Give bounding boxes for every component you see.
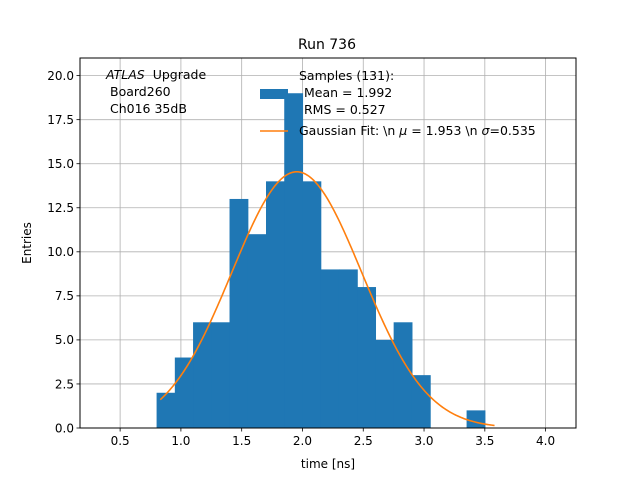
y-tick-label: 0.0: [55, 421, 74, 435]
histogram-bars: [156, 93, 486, 428]
plot-frame: [79, 57, 577, 429]
y-tick-label: 10.0: [47, 245, 74, 259]
legend: Samples (131): Mean = 1.992 RMS = 0.527 …: [260, 68, 536, 138]
x-tick-label: 3.0: [414, 434, 433, 448]
x-tick-label: 3.5: [475, 434, 494, 448]
grid: [80, 58, 576, 429]
histogram-bar: [211, 322, 231, 428]
y-tick-label: 5.0: [55, 333, 74, 347]
histogram-bar: [338, 269, 358, 428]
x-tick-label: 4.0: [536, 434, 555, 448]
legend-samples-line1: Samples (131):: [299, 68, 394, 83]
histogram-bar: [357, 287, 377, 428]
histogram-bar: [247, 234, 267, 428]
upgrade-label: Upgrade: [153, 67, 207, 82]
x-tick-label: 2.5: [354, 434, 373, 448]
gaussian-fit-curve: [159, 170, 495, 427]
atlas-label: ATLAS: [105, 67, 145, 82]
histogram-bar: [411, 375, 431, 428]
atlas-annotation: ATLAS Upgrade Board260 Ch016 35dB: [105, 67, 206, 116]
y-tick-label: 20.0: [47, 69, 74, 83]
histogram-bar: [466, 410, 486, 428]
y-axis-ticks: 0.0 2.5 5.0 7.5 10.0 12.5 15.0 17.5 20.0: [47, 69, 80, 435]
x-tick-label: 1.5: [232, 434, 251, 448]
histogram-bar: [229, 198, 249, 428]
y-tick-label: 2.5: [55, 377, 74, 391]
x-tick-label: 1.0: [171, 434, 190, 448]
annotation-line3: Ch016 35dB: [110, 101, 187, 116]
x-tick-label: 0.5: [111, 434, 130, 448]
histogram-bar: [284, 93, 304, 428]
histogram-bar: [174, 357, 194, 428]
histogram-bar: [393, 322, 413, 428]
y-tick-label: 17.5: [47, 113, 74, 127]
x-tick-label: 2.0: [293, 434, 312, 448]
chart-title: Run 736: [298, 37, 356, 53]
legend-samples-swatch: [260, 89, 288, 99]
x-axis-ticks: 0.5 1.0 1.5 2.0 2.5 3.0 3.5 4.0: [111, 428, 555, 448]
y-tick-label: 7.5: [55, 289, 74, 303]
histogram-bar: [266, 181, 285, 428]
legend-fit-label: Gaussian Fit: \n μ = 1.953 \n σ=0.535: [299, 123, 536, 138]
histogram-bar: [156, 392, 176, 428]
y-axis-label: Entries: [20, 222, 34, 264]
annotation-line2: Board260: [110, 84, 171, 99]
histogram-bar: [302, 181, 322, 428]
annotation-line1: ATLAS Upgrade: [105, 67, 206, 82]
y-tick-label: 12.5: [47, 201, 74, 215]
x-axis-label: time [ns]: [301, 457, 355, 471]
legend-samples-line3: RMS = 0.527: [304, 102, 386, 117]
legend-samples-line2: Mean = 1.992: [304, 85, 392, 100]
histogram-bar: [375, 339, 395, 428]
y-tick-label: 15.0: [47, 157, 74, 171]
histogram-bar: [320, 269, 340, 428]
